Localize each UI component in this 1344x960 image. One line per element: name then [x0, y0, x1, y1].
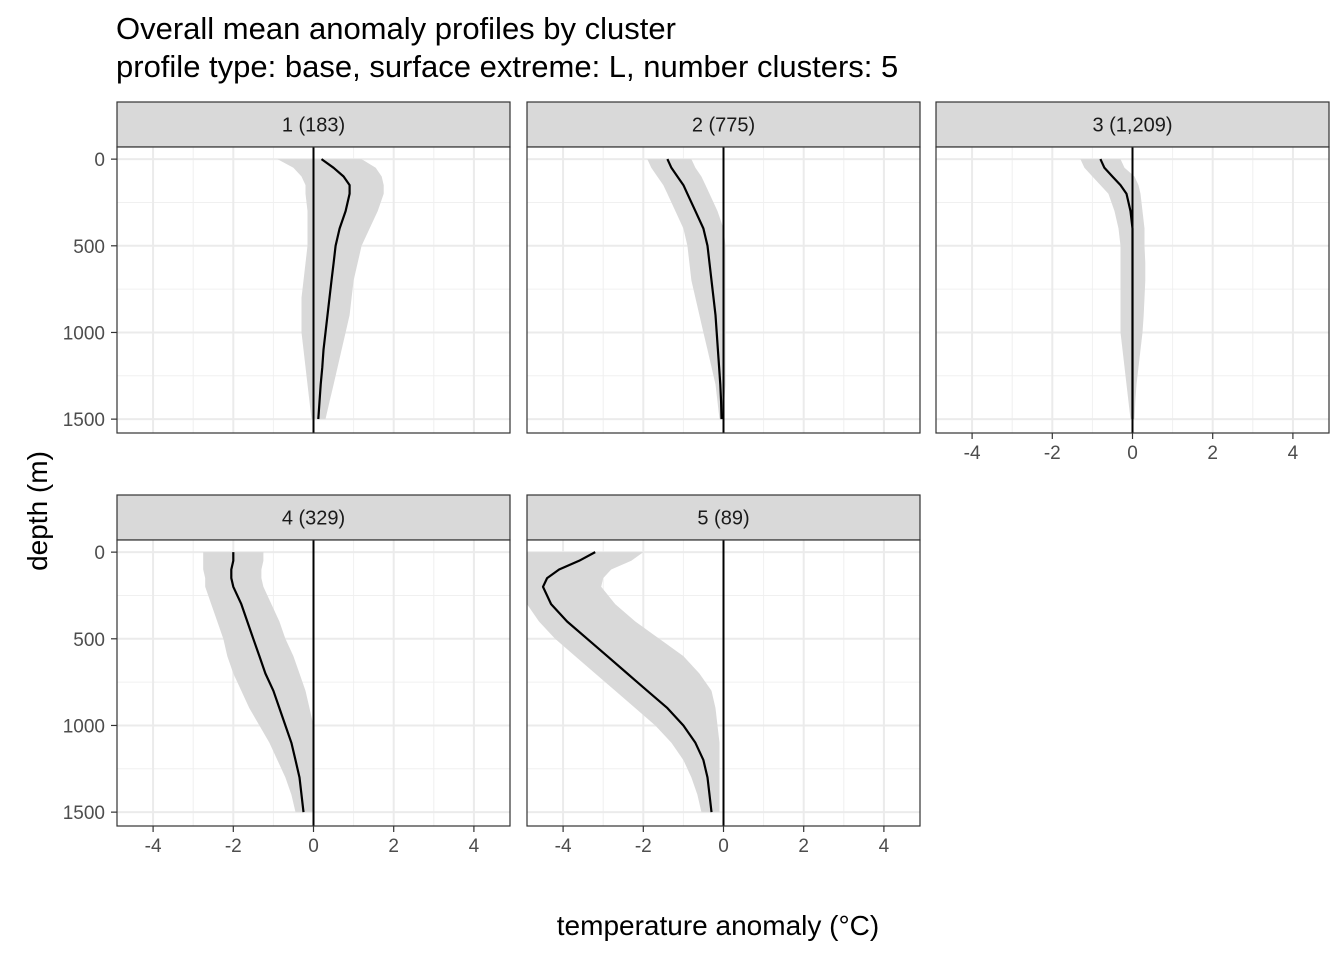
panel-border [526, 146, 921, 434]
x-tick-label: -4 [145, 836, 162, 857]
mean-profile-line [666, 158, 723, 420]
mean-profile-line [317, 158, 351, 420]
facet-label: 4 (329) [282, 508, 345, 530]
x-tick-label: -4 [964, 443, 981, 464]
facet-strip [935, 101, 1330, 148]
y-tick-label: 1000 [63, 323, 105, 344]
mean-profile-line [1099, 158, 1134, 420]
chart-subtitle: profile type: base, surface extreme: L, … [116, 49, 899, 84]
x-axis-label: temperature anomaly (°C) [556, 910, 880, 941]
y-tick-label: 1500 [63, 803, 105, 824]
x-tick-label: 2 [798, 836, 809, 857]
uncertainty-band [203, 552, 314, 813]
facet-label: 3 (1,209) [1092, 115, 1172, 137]
mean-profile-line [541, 551, 713, 813]
x-tick-label: 4 [879, 836, 890, 857]
x-tick-label: 4 [469, 836, 480, 857]
y-axis-label: depth (m) [22, 451, 53, 571]
y-tick-label: 0 [94, 543, 105, 564]
y-tick-label: 1500 [63, 410, 105, 431]
x-tick-label: 2 [388, 836, 399, 857]
x-tick-label: 0 [718, 836, 729, 857]
facet-label: 5 (89) [697, 508, 749, 530]
x-tick-label: 2 [1207, 443, 1218, 464]
facet-label: 2 (775) [692, 115, 755, 137]
chart-title: Overall mean anomaly profiles by cluster [116, 11, 676, 46]
y-tick-label: 500 [73, 630, 105, 651]
uncertainty-band [527, 552, 720, 813]
x-tick-label: -2 [225, 836, 242, 857]
facet-strip [526, 494, 921, 541]
x-tick-label: 0 [1127, 443, 1138, 464]
facet-strip [526, 101, 921, 148]
uncertainty-band [647, 159, 726, 420]
y-tick-label: 500 [73, 237, 105, 258]
x-tick-label: 4 [1288, 443, 1299, 464]
x-tick-label: -4 [555, 836, 572, 857]
x-tick-label: -2 [1044, 443, 1061, 464]
panel-border [116, 146, 511, 434]
facet-strip [116, 494, 511, 541]
facet-label: 1 (183) [282, 115, 345, 137]
uncertainty-band [1080, 159, 1146, 420]
x-tick-label: 0 [308, 836, 319, 857]
mean-profile-line [230, 552, 305, 813]
y-tick-label: 1000 [63, 716, 105, 737]
y-tick-label: 0 [94, 150, 105, 171]
x-tick-label: -2 [635, 836, 652, 857]
